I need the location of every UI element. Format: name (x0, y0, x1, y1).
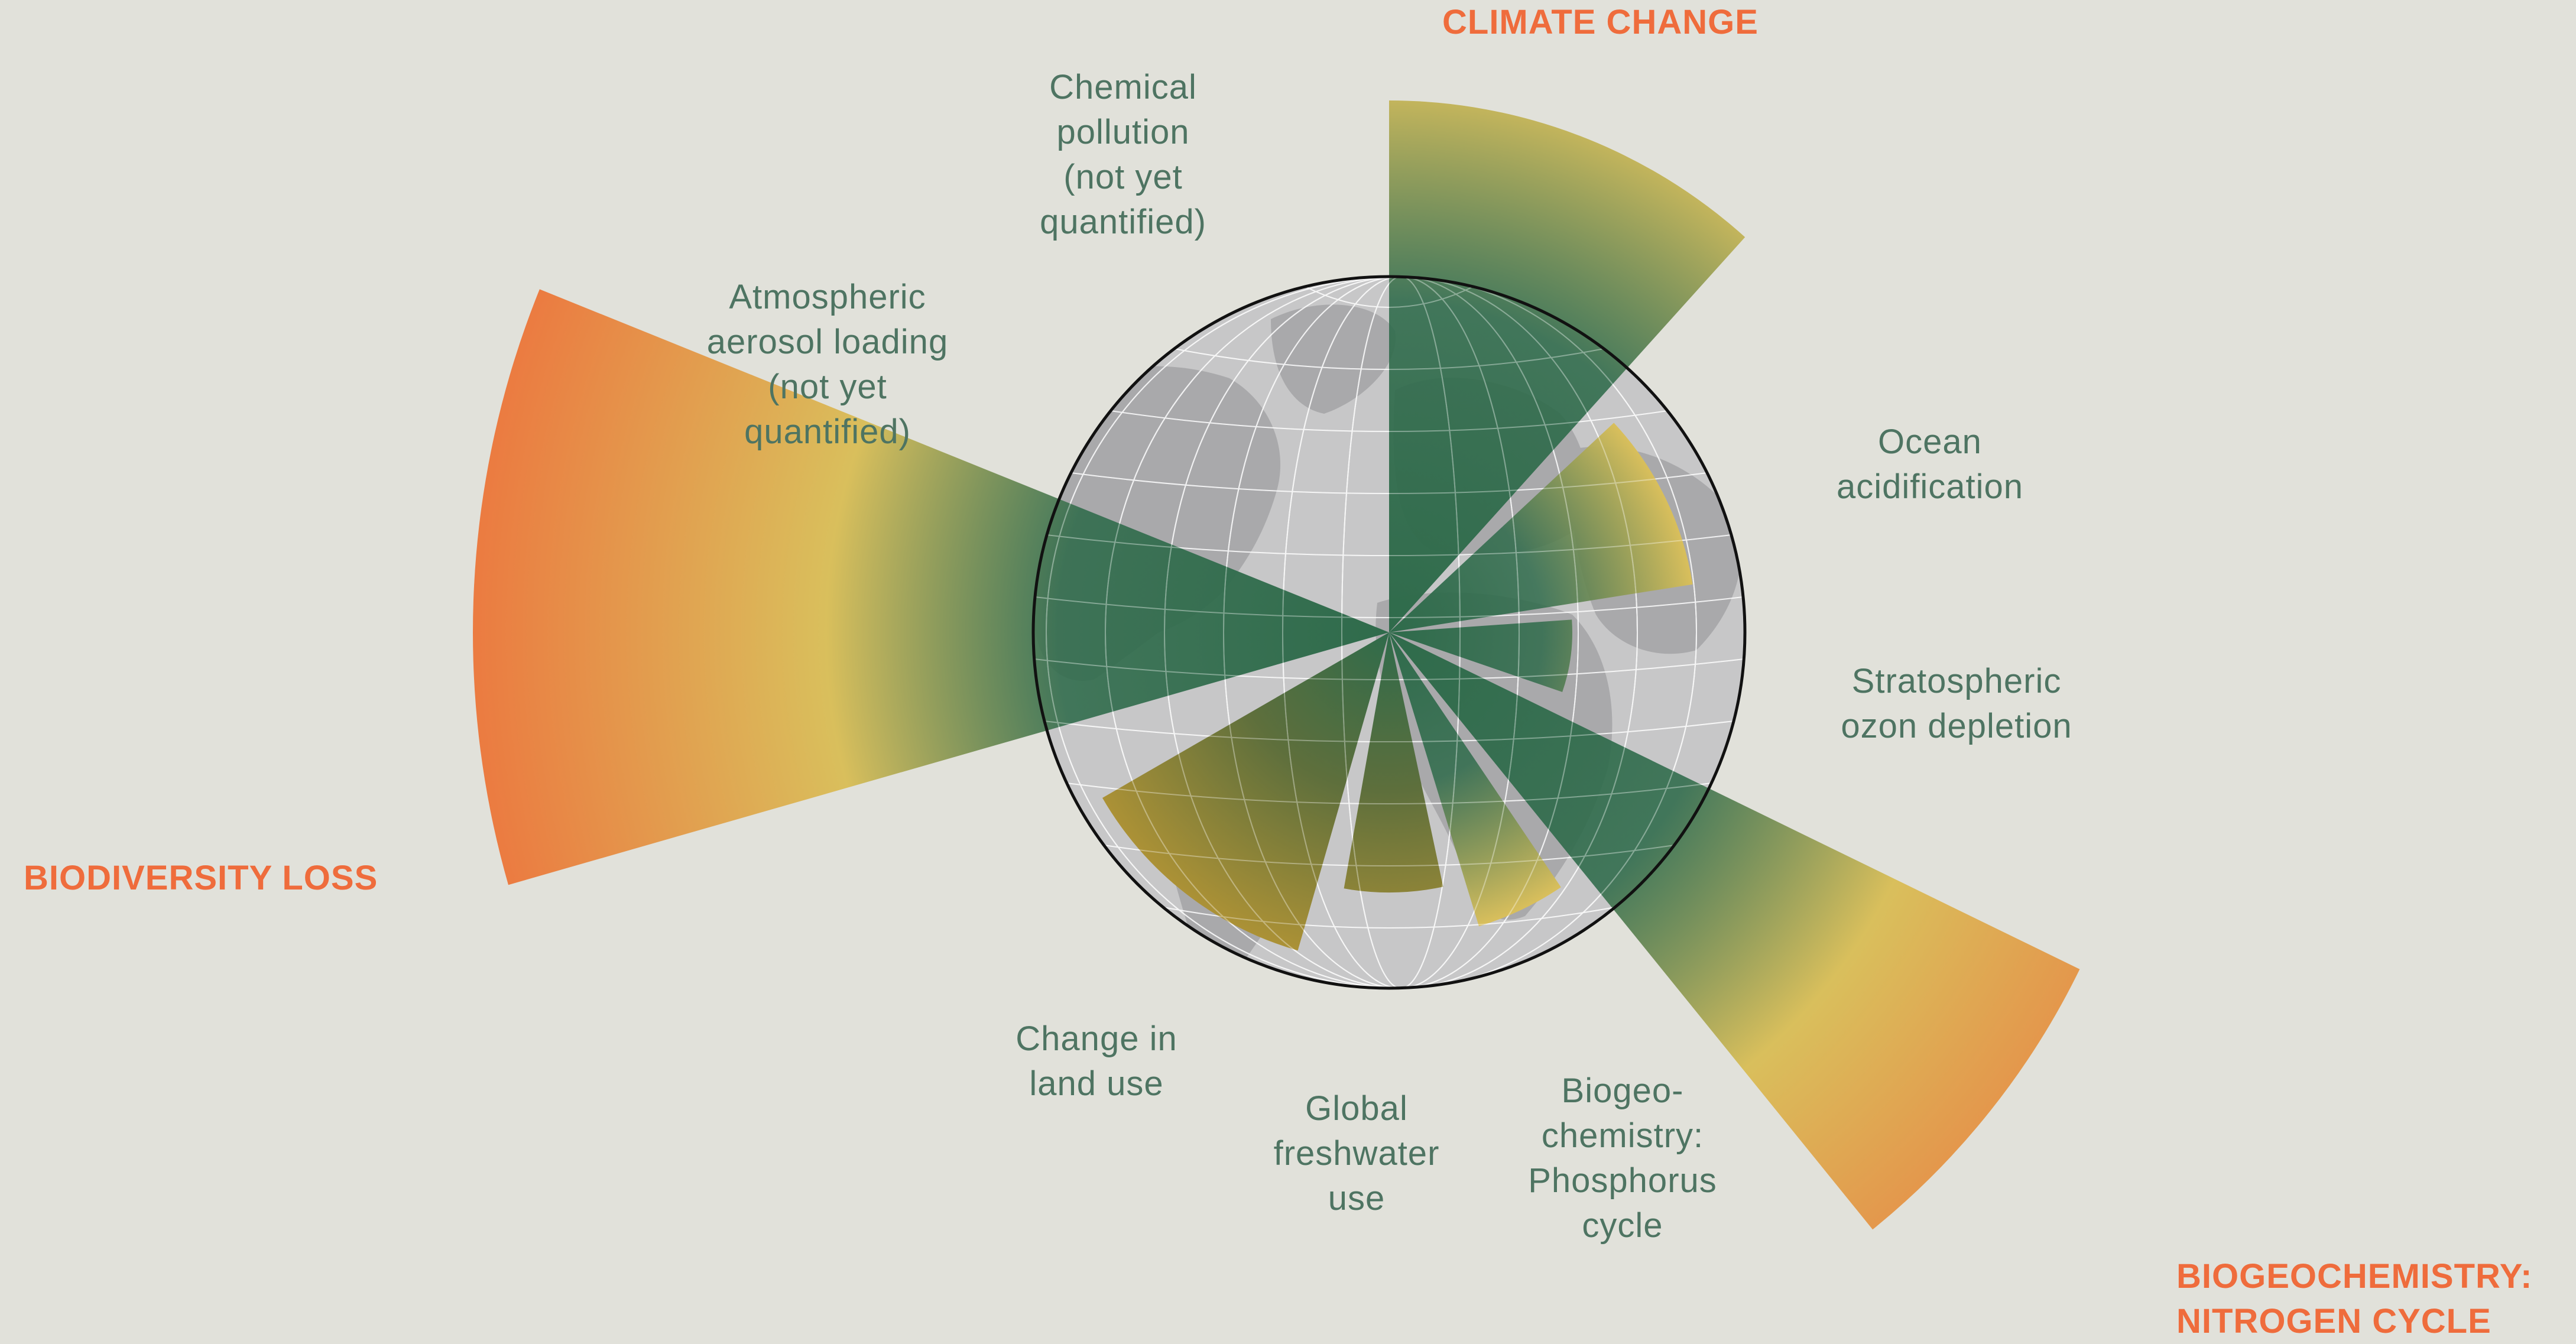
label-climate-change: CLIMATE CHANGE (1442, 3, 1759, 41)
wedge-grid-overlay (1034, 277, 1745, 988)
wedge-climate-change (1389, 100, 1746, 632)
label-phosphorus-cycle: Biogeo- chemistry: Phosphorus cycle (1528, 1072, 1717, 1245)
label-ozone-depletion: Stratospheric ozon depletion (1841, 662, 2072, 745)
wedge-nitrogen-cycle (1389, 632, 2080, 1230)
globe-outline (1031, 275, 1747, 990)
label-land-use: Change in land use (1016, 1020, 1177, 1103)
label-freshwater-use: Global freshwater use (1273, 1089, 1440, 1218)
label-nitrogen-cycle: BIOGEOCHEMISTRY: NITROGEN CYCLE (2176, 1257, 2533, 1340)
label-aerosol-loading: Atmospheric aerosol loading (not yet qua… (706, 278, 949, 451)
wedge-ocean-acidification (1389, 423, 1693, 632)
wedge-phosphorus-cycle (1389, 632, 1561, 927)
label-biodiversity-loss: BIODIVERSITY LOSS (24, 859, 378, 897)
wedge-freshwater-use (1344, 632, 1443, 892)
wedge-ozone-depletion (1389, 619, 1572, 692)
label-ocean-acidification: Ocean acidification (1836, 423, 2024, 506)
label-chemical-pollution: Chemical pollution (not yet quantified) (1040, 68, 1206, 241)
wedge-biodiversity-loss (473, 289, 1389, 885)
wedge-land-use (1102, 632, 1389, 951)
boundary-wedges (473, 100, 2080, 1230)
